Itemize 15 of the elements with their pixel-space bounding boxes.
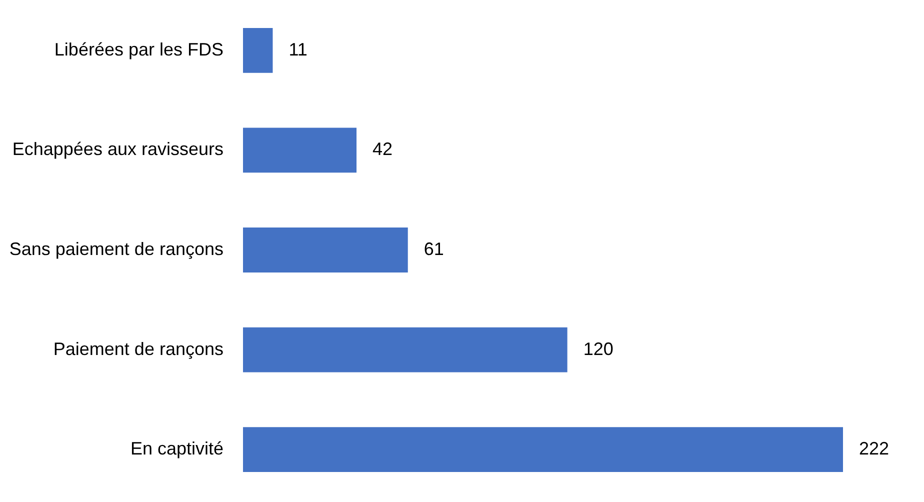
- bar: [243, 228, 408, 272]
- bar: [243, 427, 843, 472]
- bar: [243, 128, 357, 173]
- data-label: 42: [372, 139, 393, 160]
- bar: [243, 327, 568, 372]
- data-label: 222: [859, 438, 890, 459]
- y-tick-label: Libérées par les FDS: [54, 39, 224, 60]
- data-label: 61: [424, 239, 444, 259]
- data-label: 11: [288, 39, 308, 60]
- y-tick-label: Paiement de rançons: [53, 338, 224, 359]
- y-tick-label: En captivité: [130, 438, 224, 459]
- data-label: 120: [583, 338, 614, 359]
- y-tick-label: Echappées aux ravisseurs: [12, 139, 224, 160]
- bar: [243, 28, 273, 73]
- y-tick-label: Sans paiement de rançons: [9, 239, 224, 259]
